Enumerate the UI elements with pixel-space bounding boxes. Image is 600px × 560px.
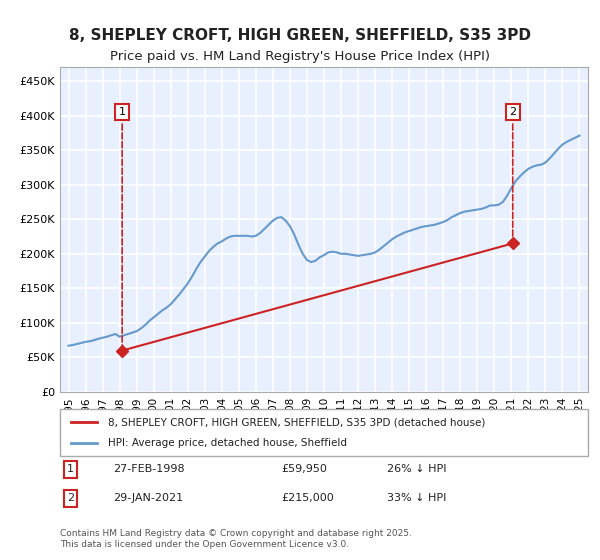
Text: 1: 1 [119, 107, 125, 348]
Text: Price paid vs. HM Land Registry's House Price Index (HPI): Price paid vs. HM Land Registry's House … [110, 50, 490, 63]
Text: HPI: Average price, detached house, Sheffield: HPI: Average price, detached house, Shef… [107, 438, 347, 448]
Text: 2: 2 [509, 107, 516, 241]
Text: 26% ↓ HPI: 26% ↓ HPI [388, 464, 447, 474]
Text: 33% ↓ HPI: 33% ↓ HPI [388, 493, 447, 503]
Text: 2: 2 [67, 493, 74, 503]
Text: 1: 1 [67, 464, 74, 474]
Text: £215,000: £215,000 [282, 493, 335, 503]
Text: 8, SHEPLEY CROFT, HIGH GREEN, SHEFFIELD, S35 3PD (detached house): 8, SHEPLEY CROFT, HIGH GREEN, SHEFFIELD,… [107, 417, 485, 427]
Text: 29-JAN-2021: 29-JAN-2021 [113, 493, 183, 503]
Text: £59,950: £59,950 [282, 464, 328, 474]
Text: 27-FEB-1998: 27-FEB-1998 [113, 464, 184, 474]
Text: Contains HM Land Registry data © Crown copyright and database right 2025.
This d: Contains HM Land Registry data © Crown c… [60, 529, 412, 549]
FancyBboxPatch shape [60, 409, 588, 456]
Text: 8, SHEPLEY CROFT, HIGH GREEN, SHEFFIELD, S35 3PD: 8, SHEPLEY CROFT, HIGH GREEN, SHEFFIELD,… [69, 28, 531, 43]
